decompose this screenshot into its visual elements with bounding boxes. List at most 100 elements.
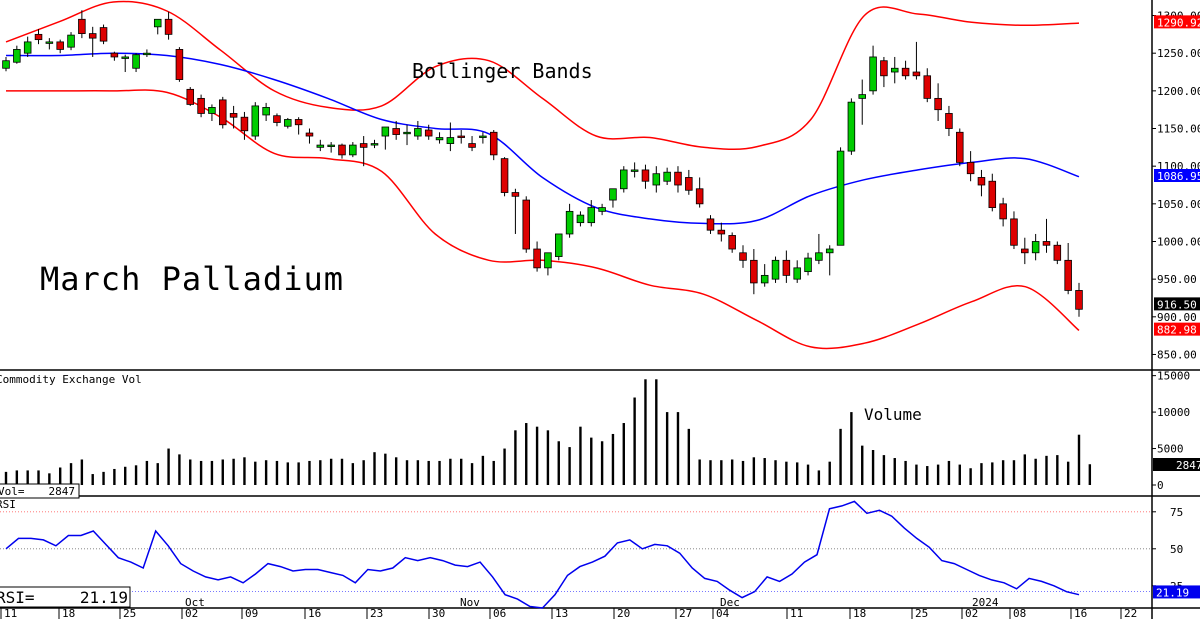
volume-annotation: Volume <box>864 405 922 424</box>
candle-body <box>620 169 628 190</box>
volume-bar <box>546 430 550 485</box>
volume-bar <box>655 379 658 485</box>
volume-bar <box>936 464 940 485</box>
candle-body <box>609 188 617 201</box>
volume-bar <box>221 459 224 485</box>
volume-bar <box>178 454 181 485</box>
candle-body <box>1031 241 1040 254</box>
candle-body <box>457 135 465 138</box>
rsi-y-tick-label: 75 <box>1170 506 1183 519</box>
candle-body <box>424 129 433 137</box>
volume-y-tick-label: 0 <box>1157 479 1164 492</box>
x-axis-month-label: 2024 <box>972 596 999 609</box>
candle-body <box>56 41 64 50</box>
candle-body <box>663 171 671 182</box>
volume-bar <box>91 474 94 485</box>
last-lower-label: 882.98 <box>1157 324 1197 337</box>
volume-bar <box>427 460 430 485</box>
candle-body <box>121 56 129 59</box>
candle-body <box>782 259 791 276</box>
volume-bar <box>264 460 268 485</box>
candle-body <box>511 192 520 197</box>
volume-bar <box>15 470 19 485</box>
candle-body <box>13 49 21 63</box>
x-axis-day-label: 22 <box>1124 607 1137 619</box>
candle-body <box>197 97 205 114</box>
candle-body <box>760 274 769 284</box>
volume-bar <box>503 448 506 485</box>
volume-bar <box>600 441 604 485</box>
volume-bar <box>373 452 376 485</box>
candle-body <box>1042 241 1051 246</box>
volume-bar <box>4 471 8 485</box>
candle-body <box>934 97 942 111</box>
volume-bar <box>633 397 636 485</box>
volume-bar <box>991 462 994 485</box>
x-axis-day-label: 11 <box>4 607 17 619</box>
candle-body <box>598 207 606 212</box>
last-middle-label: 1086.95 <box>1157 170 1200 183</box>
x-axis-day-label: 11 <box>790 607 803 619</box>
price-y-tick-label: 850.00 <box>1157 348 1197 361</box>
candle-body <box>587 207 596 224</box>
candle-body <box>739 252 747 261</box>
candle-body <box>544 252 552 269</box>
candle-body <box>316 144 325 148</box>
volume-bar <box>525 423 528 485</box>
candle-body <box>825 248 834 254</box>
price-y-tick-label: 1250.00 <box>1157 47 1200 60</box>
bollinger-lower-line <box>6 89 1080 350</box>
candle-body <box>359 143 368 148</box>
candle-body <box>1064 259 1072 291</box>
candle-body <box>923 75 932 99</box>
candle-body <box>847 101 856 152</box>
x-axis-day-label: 02 <box>965 607 978 619</box>
volume-bar <box>1045 455 1048 485</box>
candle-body <box>284 119 292 127</box>
candle-body <box>45 41 54 44</box>
candle-body <box>349 144 357 156</box>
candle-body <box>652 173 661 186</box>
candle-body <box>890 67 899 73</box>
candle-body <box>706 218 715 231</box>
volume-bar <box>622 423 625 485</box>
candle-body <box>435 137 444 141</box>
candle-body <box>186 88 195 105</box>
volume-bar <box>850 412 853 485</box>
volume-bar <box>124 466 127 485</box>
last-close-label-bg <box>1154 297 1200 311</box>
rsi-last-label: 21.19 <box>1156 586 1189 599</box>
volume-bar <box>167 448 170 485</box>
candle-body <box>576 214 585 224</box>
candle-body <box>403 131 411 135</box>
volume-y-tick-label: 10000 <box>1157 406 1190 419</box>
volume-bar <box>394 457 398 485</box>
candle-body <box>251 105 260 137</box>
volume-bar <box>958 464 961 485</box>
price-y-tick-label: 900.00 <box>1157 311 1197 324</box>
candle-body <box>966 162 975 175</box>
volume-bar <box>514 430 517 485</box>
rsi-panel-title: RSI <box>0 498 16 511</box>
candle-body <box>750 259 758 284</box>
rsi-last-bg <box>1153 585 1200 599</box>
candle-body <box>1053 244 1062 261</box>
volume-panel-title: Commodity Exchange Vol <box>0 373 142 386</box>
candle-body <box>554 233 563 257</box>
price-y-tick-label: 950.00 <box>1157 273 1197 286</box>
volume-bar <box>134 465 138 485</box>
volume-readout-label: Vol= <box>0 485 25 498</box>
volume-bar <box>113 468 116 485</box>
volume-bar <box>763 458 766 485</box>
volume-bar <box>579 426 582 485</box>
candle-body <box>912 71 921 77</box>
candle-body <box>988 180 997 208</box>
volume-bar <box>1077 434 1081 485</box>
volume-bar <box>535 426 539 485</box>
candle-body <box>294 119 303 126</box>
candle-body <box>164 18 173 35</box>
x-axis-day-label: 06 <box>493 607 506 619</box>
volume-bar <box>1066 461 1070 485</box>
volume-bar <box>243 457 246 485</box>
